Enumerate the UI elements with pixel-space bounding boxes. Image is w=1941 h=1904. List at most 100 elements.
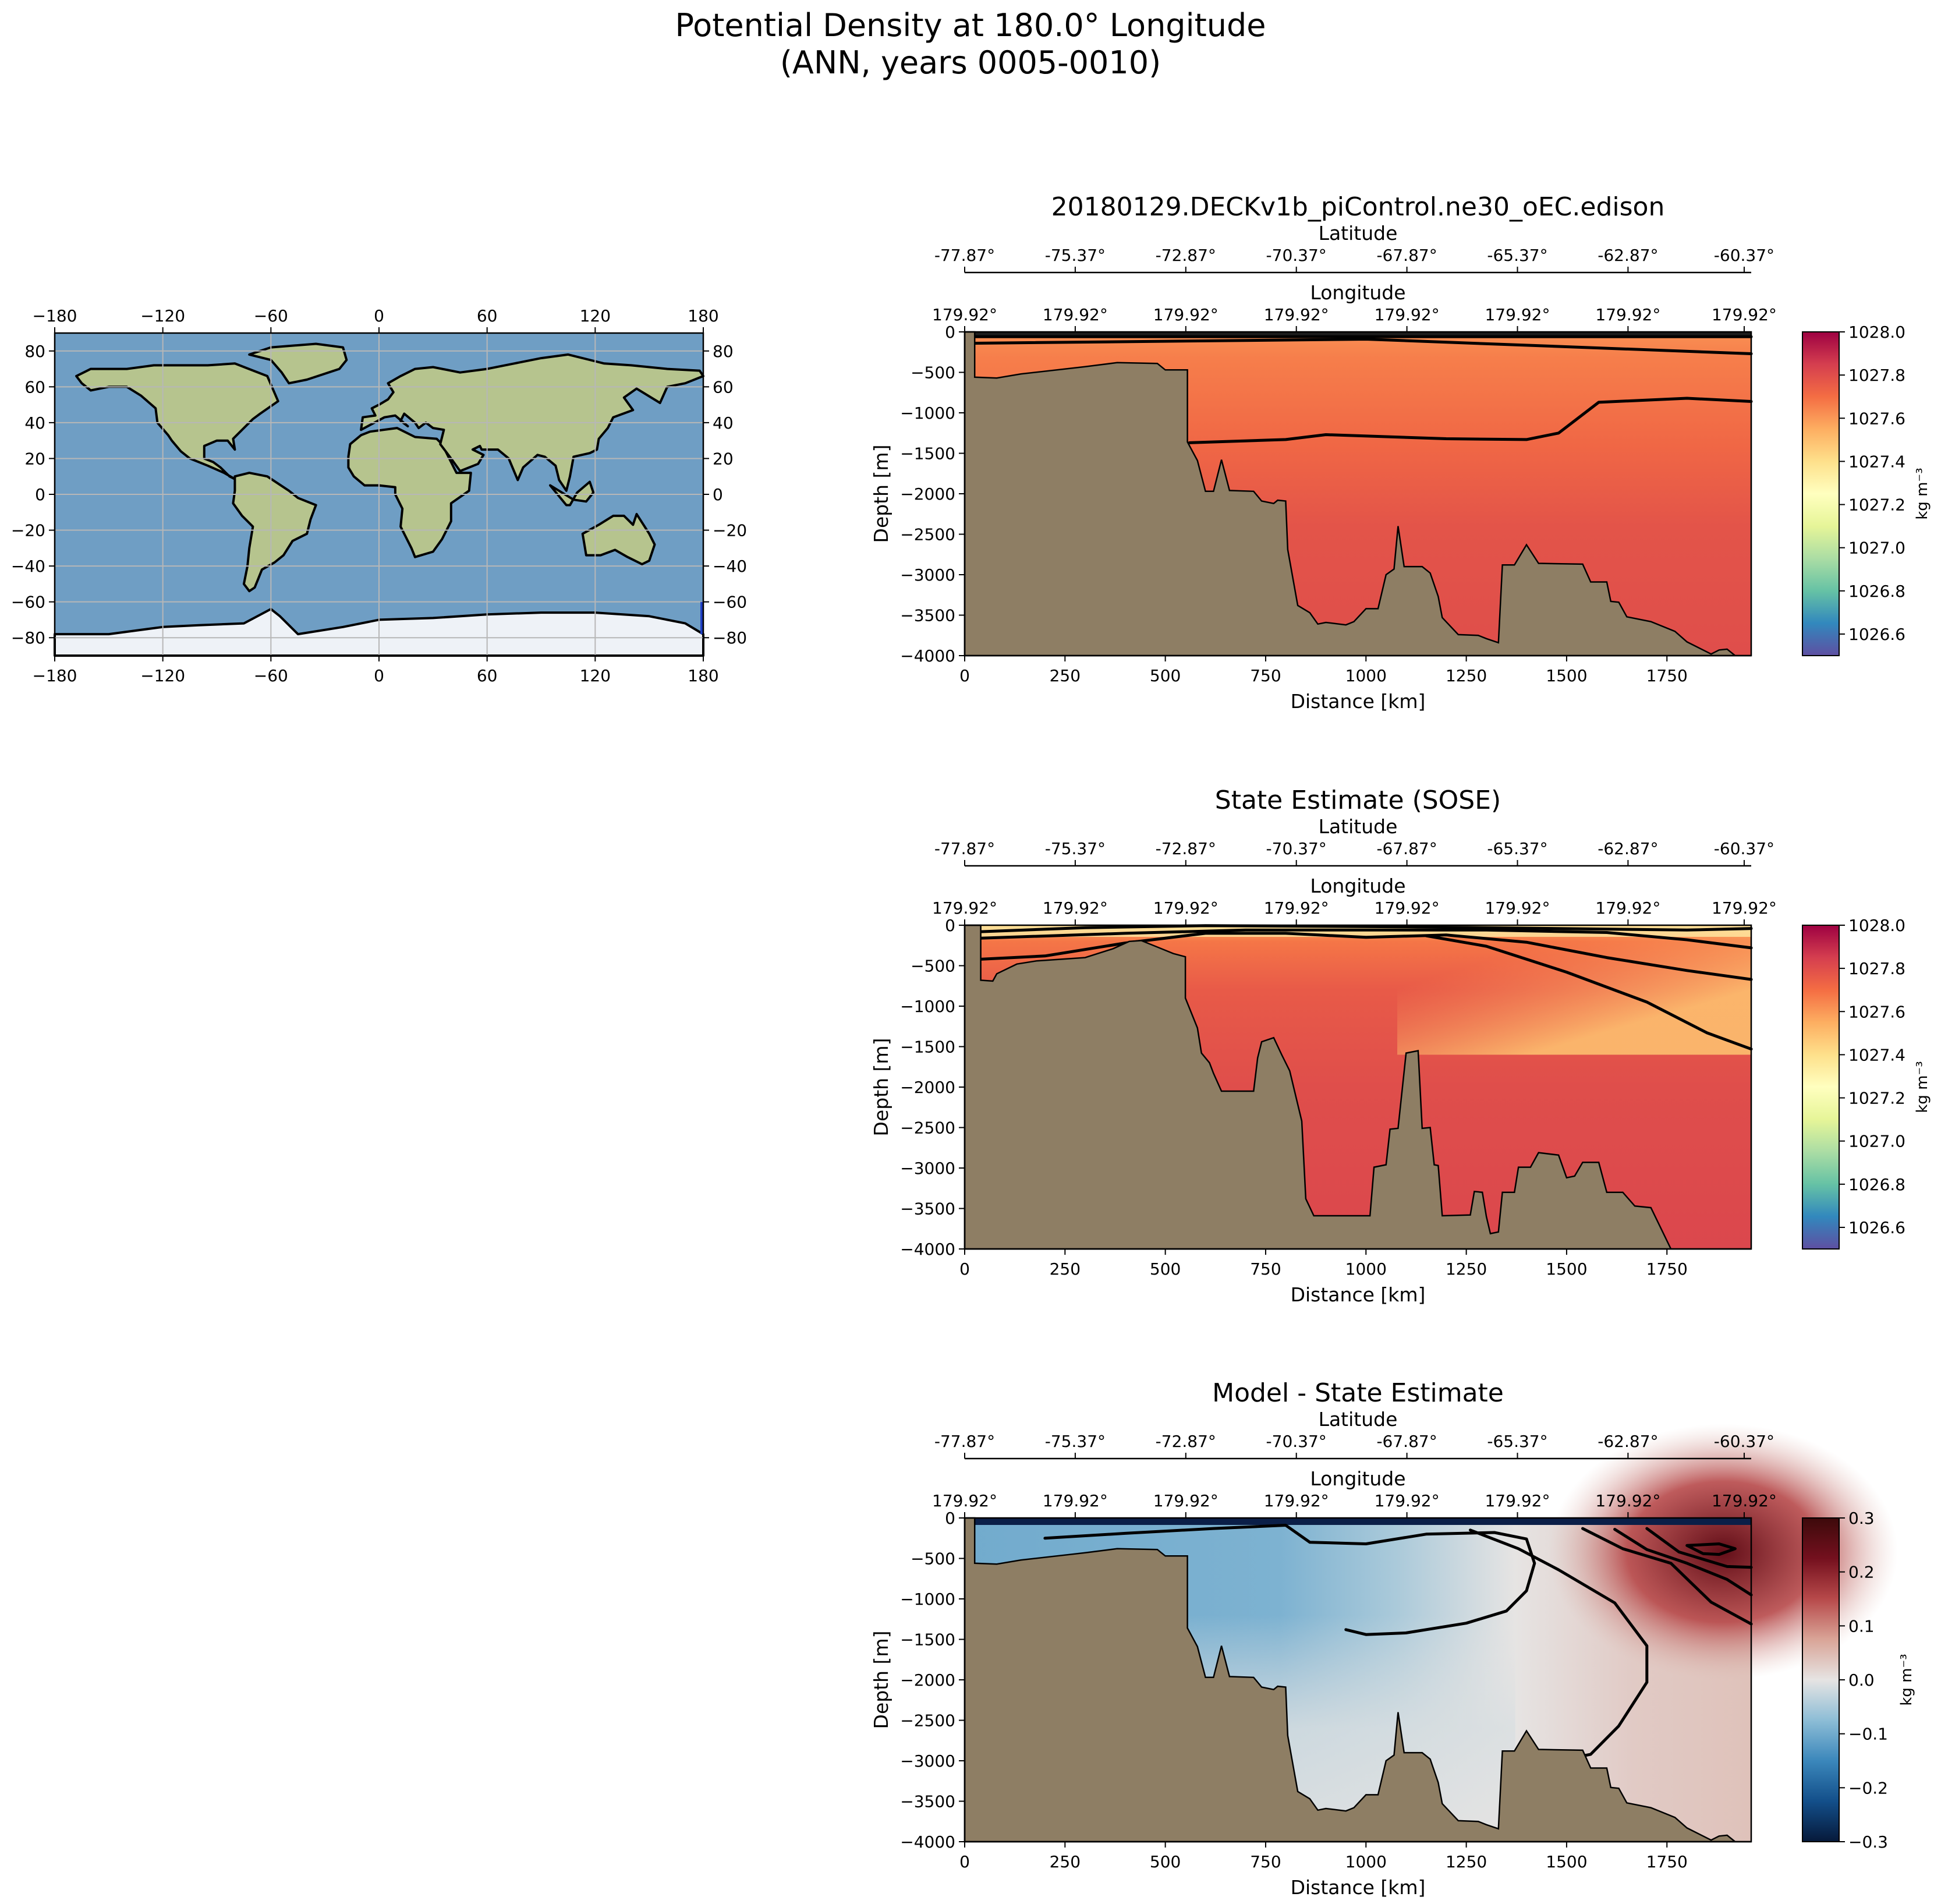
y-tick-label: −1500 [900,1630,955,1650]
map-left-tick-label: 80 [24,342,45,361]
lat-tick-label: -75.37° [1045,839,1106,858]
lat-tick-label: -77.87° [934,839,995,858]
x-tick-label: 1500 [1546,1259,1587,1279]
lon-tick-label: 179.92° [1595,898,1660,918]
map-land-north-america [75,362,279,482]
lat-axis-label: Latitude [1319,222,1398,245]
y-tick-label: 0 [945,323,955,342]
x-tick-label: 1750 [1646,1259,1688,1279]
lat-axis-label: Latitude [1319,815,1398,838]
lon-tick-label: 179.92° [1375,305,1440,324]
map-left-tick-label: 0 [35,485,45,504]
difference-field-surface [965,1518,1751,1525]
map-top-tick-label: −120 [140,306,185,325]
y-tick-label: −3000 [900,1159,955,1178]
colorbar-tick-label: 1027.4 [1848,452,1905,471]
lon-tick-label: 179.92° [1043,1491,1108,1510]
x-tick-label: 1000 [1345,1852,1387,1871]
map-left-tick-label: 20 [24,449,45,468]
x-tick-label: 500 [1150,1259,1181,1279]
lat-tick-label: -60.37° [1714,1432,1774,1451]
colorbar-tick-label: −0.2 [1848,1778,1888,1797]
bathymetry-mask [964,331,1751,657]
lon-tick-label: 179.92° [1264,898,1329,918]
map-top-tick-label: −180 [33,306,77,325]
y-tick-label: −2000 [900,484,955,504]
density-field-north [1397,925,1751,1055]
lat-tick-label: -65.37° [1487,839,1547,858]
y-tick-label: −2500 [900,1119,955,1138]
lon-tick-label: 179.92° [1712,305,1777,324]
lon-tick-label: 179.92° [1485,898,1550,918]
x-axis-label: Distance [km] [1291,1876,1426,1899]
colorbar-tick-label: 1027.6 [1848,1002,1905,1021]
panel-title: State Estimate (SOSE) [1215,785,1501,815]
y-tick-label: −500 [911,957,955,976]
contour-line [1188,397,1753,444]
y-axis-label: Depth [m] [870,1631,892,1729]
contour-line [1043,1524,1536,1636]
map-left-tick-label: 60 [24,377,45,397]
lat-tick-label: -70.37° [1266,1432,1327,1451]
map-right-tick-label: 40 [713,413,734,433]
y-tick-label: −3500 [900,1792,955,1811]
x-tick-label: 1000 [1345,666,1387,685]
map-right-tick-label: −40 [713,557,747,576]
world-map: −180 −180 −120 −120 −60 −60 0 0 60 60 120 120 180 180… [11,306,747,685]
colorbar-bar [1802,1517,1840,1842]
panel-title: 20180129.DECKv1b_piControl.ne30_oEC.edis… [1051,192,1665,222]
lat-tick-label: -70.37° [1266,839,1327,858]
map-left-tick-label: −80 [11,628,45,647]
map-top-tick-label: 120 [580,306,611,325]
colorbar-tick-label: −0.3 [1848,1832,1888,1852]
lon-tick-label: 179.92° [1712,898,1777,918]
lat-tick-label: -72.87° [1156,839,1216,858]
lat-tick-label: -60.37° [1714,246,1774,265]
x-tick-label: 250 [1050,666,1081,685]
x-axis-label: Distance [km] [1291,690,1426,713]
lon-tick-label: 179.92° [1043,305,1108,324]
y-tick-label: −500 [911,1549,955,1569]
lat-tick-label: -67.87° [1376,246,1437,265]
map-top-tick-label: 60 [477,306,498,325]
lon-tick-label: 179.92° [1485,1491,1550,1510]
y-tick-label: −3500 [900,1199,955,1219]
map-land-borneo-sumatra [549,480,595,507]
y-tick-label: −1000 [900,1590,955,1609]
lat-tick-label: -72.87° [1156,1432,1216,1451]
lon-tick-label: 179.92° [1375,898,1440,918]
x-tick-label: 500 [1150,1852,1181,1871]
lon-tick-label: 179.92° [1485,305,1550,324]
lat-tick-label: -62.87° [1598,246,1658,265]
colorbar-label: kg m⁻³ [1914,1061,1931,1113]
x-tick-label: 750 [1250,1852,1281,1871]
bathymetry-mask [964,1517,1751,1843]
section-panel-3: 0 250 500 750 1000 1250 1500 1750 Distance [km] 0… [870,1378,1915,1899]
map-top-tick-label: 0 [374,306,384,325]
colorbar-tick-label: 1026.8 [1848,582,1905,601]
y-tick-label: −4000 [900,1240,955,1259]
map-left-tick-label: −20 [11,521,45,540]
map-right-tick-label: −20 [713,521,747,540]
lat-tick-label: -67.87° [1376,839,1437,858]
contour-line [1613,1528,1753,1597]
map-right-tick-label: 80 [713,342,734,361]
map-bottom-tick-label: −60 [254,666,288,685]
contour-line [1469,1528,1649,1763]
colorbar-tick-label: 1027.8 [1848,366,1905,385]
colorbar-tick-label: 1026.6 [1848,1218,1905,1237]
lon-tick-label: 179.92° [1712,1491,1777,1510]
map-bottom-tick-label: 120 [580,666,611,685]
colorbar-tick-label: 1027.6 [1848,409,1905,428]
x-tick-label: 1500 [1546,666,1587,685]
figure-title-line1: Potential Density at 180.0° Longitude [675,7,1266,44]
lat-tick-label: -70.37° [1266,246,1327,265]
map-right-tick-label: 20 [713,449,734,468]
map-right-tick-label: 0 [713,485,723,504]
y-axis-label: Depth [m] [870,445,892,543]
colorbar-label: kg m⁻³ [1914,468,1931,519]
y-axis-label: Depth [m] [870,1038,892,1137]
section-panel-2: 0 250 500 750 1000 1250 1500 1750 Distance [km] 0… [870,785,1931,1306]
map-right-tick-label: 60 [713,377,734,397]
